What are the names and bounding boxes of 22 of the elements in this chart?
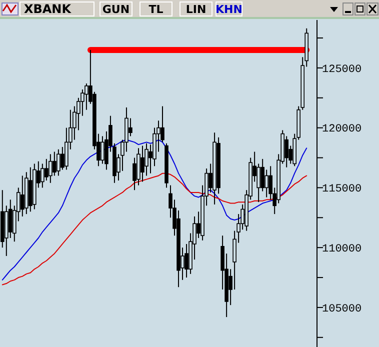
- candlestick: [52, 151, 56, 176]
- candlestick: [40, 163, 44, 188]
- candlestick: [20, 175, 24, 217]
- y-tick-label: 115000: [322, 184, 362, 196]
- text: TL: [148, 3, 164, 16]
- y-tick-label: 125000: [322, 64, 362, 76]
- candlestick: [184, 243, 188, 278]
- line-series: [2, 172, 308, 286]
- text: LIN: [186, 3, 206, 16]
- candlestick: [48, 154, 52, 184]
- y-tick-label: 110000: [322, 243, 362, 256]
- candlestick: [264, 169, 268, 198]
- chart-title: XBANK: [24, 2, 72, 16]
- candlestick: [56, 148, 60, 176]
- candlestick: [100, 136, 104, 164]
- y-tick-label: 105000: [322, 303, 362, 316]
- y-tick-label: 120000: [322, 124, 362, 136]
- text: GUN: [102, 3, 130, 16]
- text: KHN: [216, 3, 242, 16]
- candlestick: [284, 136, 288, 168]
- candlestick: [44, 158, 48, 182]
- candlestick: [140, 145, 144, 182]
